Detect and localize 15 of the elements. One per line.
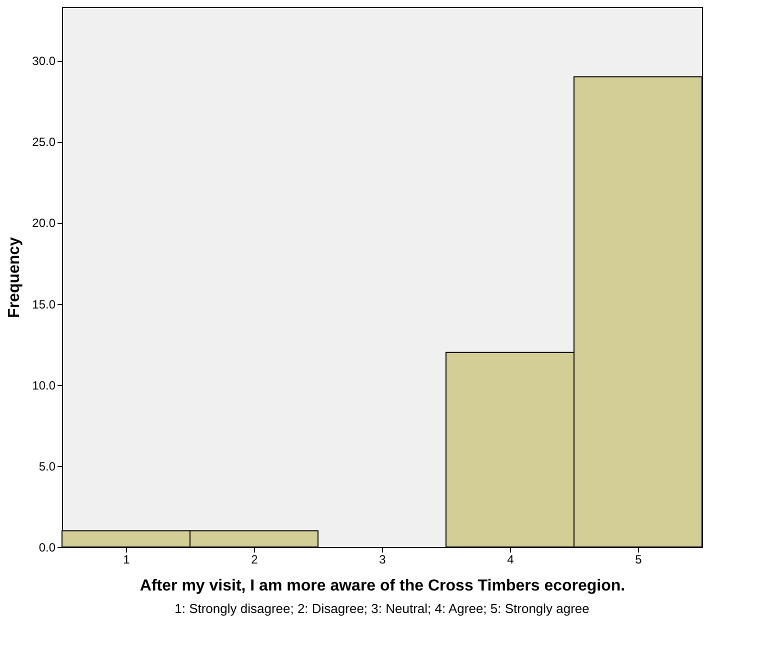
- y-axis-title: Frequency: [6, 236, 24, 318]
- y-tick-label: 5.0: [38, 459, 56, 474]
- x-tick-label: 2: [251, 552, 258, 566]
- y-tick-label: 20.0: [32, 216, 56, 230]
- text: 1: Strongly disagree; 2: Disagree; 3: Neutral; 4: Agree; 5: Strongly agree: [174, 601, 590, 616]
- y-tick-label: 15.0: [32, 297, 56, 312]
- y-tick-label: 10.0: [32, 378, 56, 392]
- y-tick-label: 25.0: [32, 135, 56, 150]
- x-tick-label: 3: [379, 552, 386, 566]
- x-tick-label: 1: [123, 552, 130, 566]
- y-tick-label: 30.0: [32, 54, 56, 68]
- x-tick-label: 5: [635, 552, 642, 566]
- x-axis-title: After my visit, I am more aware of the Cross Timbers ecoregion.: [140, 578, 626, 594]
- y-tick-label: 0.0: [38, 540, 56, 554]
- x-tick-label: 4: [507, 552, 514, 566]
